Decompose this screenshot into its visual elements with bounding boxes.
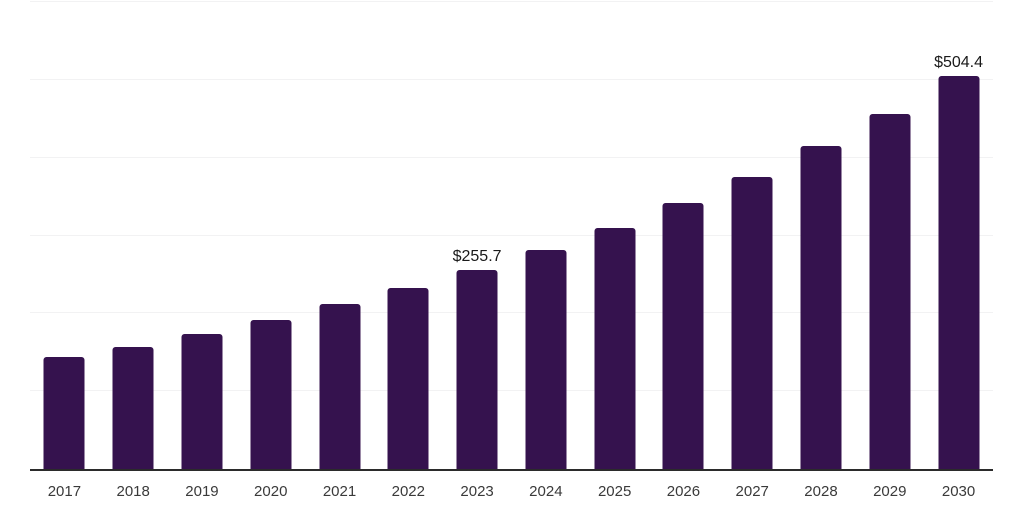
bar-slot-2029 [855, 2, 924, 469]
gridline-100 [30, 390, 993, 392]
gridline-600 [30, 1, 993, 2]
bar-2021 [319, 304, 361, 469]
x-tick-label-2020: 2020 [254, 483, 288, 500]
x-tick-label-2025: 2025 [597, 483, 632, 500]
bar-slot-2023: $255.7 [443, 2, 512, 469]
bar-2028 [800, 146, 842, 469]
bars-row: $255.7 $504.4 [30, 2, 993, 469]
gridline-200 [30, 312, 993, 314]
bar-slot-2022 [374, 2, 443, 469]
x-tick-label-2019: 2019 [185, 483, 219, 500]
bar-2025 [594, 227, 636, 469]
bar-2020 [250, 319, 292, 469]
plot-area: $255.7 $504.4 [30, 1, 993, 471]
x-tick-label-2023: 2023 [460, 483, 494, 500]
bar-slot-2017 [30, 2, 99, 469]
bar-2030: $504.4 [934, 55, 983, 469]
x-tick-label-2030: 2030 [941, 483, 976, 500]
bar-2018 [112, 346, 154, 469]
bar-slot-2025 [580, 2, 649, 469]
bar-2027 [731, 177, 773, 469]
bar-slot-2019 [168, 2, 237, 469]
bar-slot-2030: $504.4 [924, 2, 993, 469]
x-tick-label-2024: 2024 [529, 483, 563, 500]
bar-slot-2021 [305, 2, 374, 469]
gridline-400 [30, 156, 993, 158]
bar-slot-2020 [236, 2, 305, 469]
x-axis-line [30, 469, 993, 471]
x-tick-label-2018: 2018 [116, 483, 150, 500]
bar-slot-2027 [718, 2, 787, 469]
bar-2022 [387, 287, 429, 469]
bar-2029 [869, 114, 911, 469]
gridline-500 [30, 78, 993, 80]
x-tick-label-2026: 2026 [666, 483, 701, 500]
bar-2017 [43, 356, 85, 469]
bar-slot-2018 [99, 2, 168, 469]
bar-2026 [662, 202, 704, 469]
bar-2024 [525, 250, 567, 469]
gridline-300 [30, 234, 993, 236]
x-tick-label-2028: 2028 [804, 483, 838, 500]
x-tick-label-2029: 2029 [873, 483, 907, 500]
x-tick-label-2022: 2022 [391, 483, 425, 500]
bar-slot-2028 [787, 2, 856, 469]
x-tick-label-2027: 2027 [735, 483, 769, 500]
bar-value-label-2030: $504.4 [934, 54, 984, 72]
x-tick-label-2021: 2021 [322, 483, 357, 500]
bar-slot-2026 [649, 2, 718, 469]
bar-2023: $255.7 [453, 248, 502, 469]
bar-slot-2024 [511, 2, 580, 469]
bar-2019 [181, 333, 223, 469]
x-axis-labels: 2017 2018 2019 2020 2021 2022 2023 2024 … [30, 482, 993, 502]
bar-value-label-2023: $255.7 [452, 247, 502, 265]
x-tick-label-2017: 2017 [47, 483, 82, 500]
